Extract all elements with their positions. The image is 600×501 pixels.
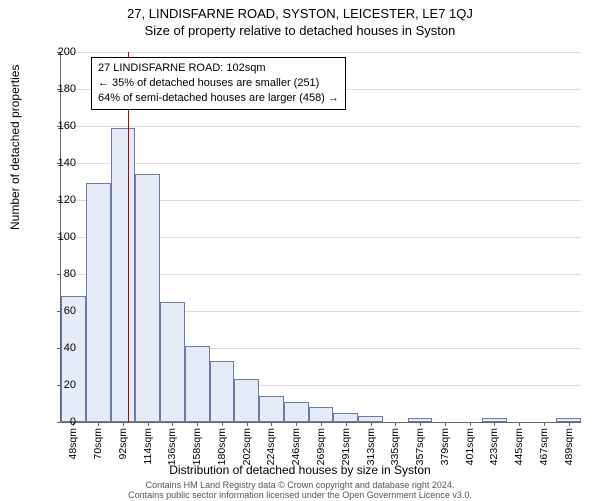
xtick-label: 489sqm bbox=[563, 428, 575, 465]
gridline bbox=[61, 52, 581, 53]
ytick-label: 160 bbox=[46, 120, 76, 132]
xtick-mark bbox=[321, 422, 322, 426]
histogram-bar bbox=[333, 413, 358, 422]
xtick-label: 467sqm bbox=[538, 428, 550, 465]
xtick-label: 136sqm bbox=[166, 428, 178, 465]
annotation-line: 27 LINDISFARNE ROAD: 102sqm bbox=[98, 61, 339, 76]
xtick-label: 423sqm bbox=[488, 428, 500, 465]
xtick-label: 379sqm bbox=[439, 428, 451, 465]
xtick-label: 357sqm bbox=[414, 428, 426, 465]
histogram-bar bbox=[86, 183, 111, 422]
annotation-box: 27 LINDISFARNE ROAD: 102sqm← 35% of deta… bbox=[91, 57, 346, 110]
xtick-label: 335sqm bbox=[389, 428, 401, 465]
histogram-bar bbox=[111, 128, 136, 422]
xtick-mark bbox=[296, 422, 297, 426]
histogram-bar bbox=[309, 407, 334, 422]
xtick-label: 92sqm bbox=[117, 428, 129, 460]
histogram-chart: 48sqm70sqm92sqm114sqm136sqm158sqm180sqm2… bbox=[60, 52, 581, 423]
histogram-bar bbox=[234, 379, 259, 422]
xtick-label: 445sqm bbox=[513, 428, 525, 465]
xtick-mark bbox=[371, 422, 372, 426]
footer-line: Contains public sector information licen… bbox=[0, 490, 600, 500]
xtick-mark bbox=[395, 422, 396, 426]
gridline bbox=[61, 126, 581, 127]
xtick-mark bbox=[470, 422, 471, 426]
xtick-label: 114sqm bbox=[142, 428, 154, 465]
histogram-bar bbox=[135, 174, 160, 422]
histogram-bar bbox=[284, 402, 309, 422]
xtick-label: 48sqm bbox=[67, 428, 79, 460]
xtick-label: 224sqm bbox=[265, 428, 277, 465]
xtick-mark bbox=[494, 422, 495, 426]
annotation-line: 64% of semi-detached houses are larger (… bbox=[98, 91, 339, 106]
xtick-mark bbox=[271, 422, 272, 426]
xtick-label: 291sqm bbox=[340, 428, 352, 465]
y-axis-label: Number of detached properties bbox=[8, 65, 22, 230]
ytick-label: 20 bbox=[46, 379, 76, 391]
xtick-label: 180sqm bbox=[216, 428, 228, 465]
ytick-label: 100 bbox=[46, 231, 76, 243]
xtick-mark bbox=[172, 422, 173, 426]
histogram-bar bbox=[259, 396, 284, 422]
xtick-mark bbox=[98, 422, 99, 426]
ytick-label: 60 bbox=[46, 305, 76, 317]
xtick-label: 401sqm bbox=[464, 428, 476, 465]
histogram-bar bbox=[185, 346, 210, 422]
xtick-mark bbox=[247, 422, 248, 426]
ytick-label: 200 bbox=[46, 46, 76, 58]
ytick-label: 120 bbox=[46, 194, 76, 206]
gridline bbox=[61, 163, 581, 164]
footer-attribution: Contains HM Land Registry data © Crown c… bbox=[0, 480, 600, 501]
xtick-label: 246sqm bbox=[290, 428, 302, 465]
xtick-label: 202sqm bbox=[241, 428, 253, 465]
xtick-mark bbox=[445, 422, 446, 426]
annotation-line: ← 35% of detached houses are smaller (25… bbox=[98, 76, 339, 91]
ytick-label: 180 bbox=[46, 83, 76, 95]
xtick-mark bbox=[148, 422, 149, 426]
page-title: 27, LINDISFARNE ROAD, SYSTON, LEICESTER,… bbox=[0, 0, 600, 21]
xtick-mark bbox=[222, 422, 223, 426]
xtick-mark bbox=[420, 422, 421, 426]
xtick-mark bbox=[569, 422, 570, 426]
ytick-label: 140 bbox=[46, 157, 76, 169]
xtick-mark bbox=[346, 422, 347, 426]
xtick-label: 70sqm bbox=[92, 428, 104, 460]
xtick-label: 313sqm bbox=[365, 428, 377, 465]
xtick-mark bbox=[197, 422, 198, 426]
ytick-label: 40 bbox=[46, 342, 76, 354]
xtick-label: 158sqm bbox=[191, 428, 203, 465]
xtick-mark bbox=[519, 422, 520, 426]
xtick-mark bbox=[123, 422, 124, 426]
ytick-label: 80 bbox=[46, 268, 76, 280]
page-subtitle: Size of property relative to detached ho… bbox=[0, 21, 600, 38]
xtick-mark bbox=[544, 422, 545, 426]
histogram-bar bbox=[210, 361, 235, 422]
ytick-label: 0 bbox=[46, 416, 76, 428]
xtick-label: 269sqm bbox=[315, 428, 327, 465]
histogram-bar bbox=[160, 302, 185, 422]
footer-line: Contains HM Land Registry data © Crown c… bbox=[0, 480, 600, 490]
x-axis-label: Distribution of detached houses by size … bbox=[0, 463, 600, 477]
